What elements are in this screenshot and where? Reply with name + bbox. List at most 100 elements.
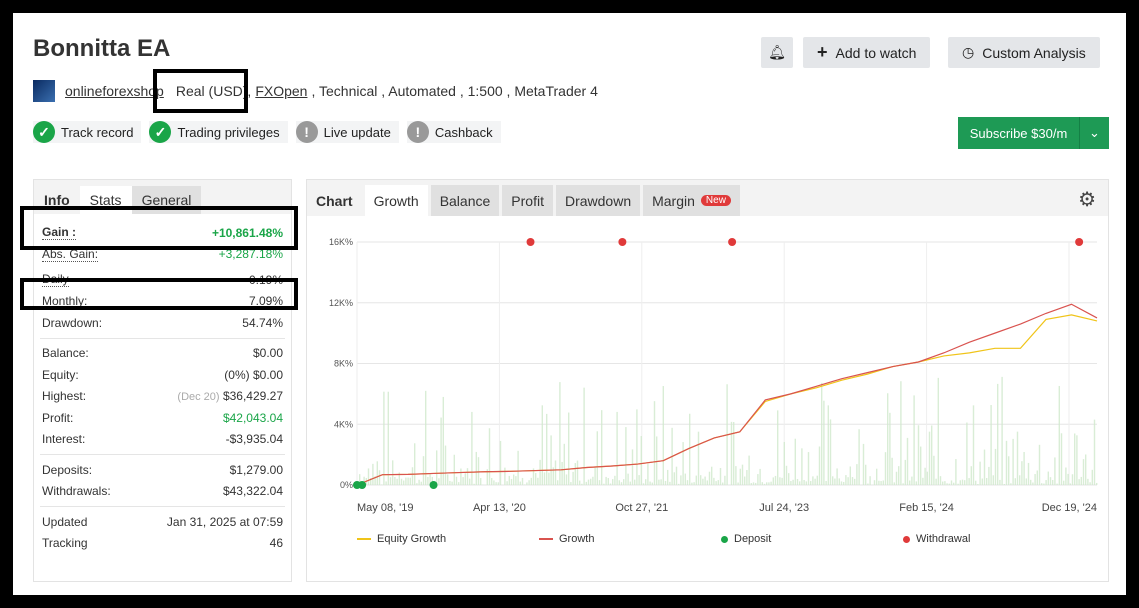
volume-bar [1078, 479, 1080, 485]
volume-bar [541, 405, 543, 485]
volume-bar [634, 479, 636, 485]
volume-bar [1038, 444, 1041, 485]
badge-track-record[interactable]: ✓ Track record [33, 121, 142, 143]
custom-analysis-button[interactable]: ◷ Custom Analysis [948, 37, 1100, 68]
volume-bar [385, 481, 387, 485]
volume-bar [614, 475, 616, 485]
volume-bar [1019, 475, 1021, 485]
add-to-watch-button[interactable]: + Add to watch [803, 37, 931, 68]
stat-label: Drawdown: [42, 315, 103, 330]
stat-value: 46 [269, 536, 283, 551]
volume-bar [1052, 479, 1054, 485]
volume-bar [1005, 440, 1008, 485]
volume-bar [1087, 478, 1089, 485]
volume-bar [645, 479, 647, 485]
growth-chart: 0% 4K% 8K% 12K% 16K% May 08, '19 Apr 13, '20 Oc… [329, 237, 1098, 514]
volume-bar [499, 440, 502, 485]
volume-bar [854, 478, 856, 485]
stat-deposits: Deposits: $1,279.00 [34, 459, 291, 481]
user-link[interactable]: onlineforexshop [65, 83, 164, 99]
volume-bar [656, 436, 658, 485]
volume-bar [497, 482, 499, 485]
withdrawal-marker [1075, 238, 1084, 246]
legend-item[interactable]: Deposit [721, 533, 903, 545]
volume-bar [981, 478, 983, 485]
volume-bar [539, 459, 541, 485]
volume-bar [660, 479, 662, 485]
volume-bar [444, 445, 447, 485]
volume-bar [581, 483, 583, 485]
volume-bar [506, 481, 508, 485]
volume-bar [477, 457, 480, 485]
highlight-box [153, 69, 248, 113]
volume-bar [792, 479, 794, 485]
stat-label: Updated [42, 514, 88, 529]
volume-bar [737, 482, 739, 485]
volume-bar [546, 413, 548, 485]
subscribe-button[interactable]: Subscribe $30/m ⌄ [958, 117, 1109, 149]
volume-bar [1047, 471, 1049, 485]
volume-bar [607, 478, 609, 485]
tab-margin[interactable]: Margin New [643, 185, 740, 216]
tab-drawdown[interactable]: Drawdown [555, 185, 641, 216]
tab-info[interactable]: Info [44, 192, 70, 208]
stat-updated: Updated Jan 31, 2025 at 07:59 [34, 511, 291, 533]
page: Bonnitta EA 🔔︎ + Add to watch ◷ Custom Ana… [13, 13, 1126, 595]
volume-bar [1069, 483, 1071, 485]
stat-label[interactable]: Gain : [42, 225, 77, 241]
volume-bar [376, 461, 378, 485]
legend-item[interactable]: Equity Growth [357, 533, 539, 545]
volume-bar [517, 450, 519, 485]
volume-bar [873, 480, 876, 485]
volume-bar [898, 466, 900, 485]
volume-bar [1043, 483, 1045, 485]
volume-bar [519, 481, 521, 485]
divider [40, 337, 285, 339]
volume-bar [893, 482, 895, 485]
alert-button[interactable]: 🔔︎ [761, 37, 793, 68]
volume-bar [878, 480, 880, 485]
volume-bar [695, 475, 697, 485]
volume-bar [513, 474, 515, 485]
volume-bar [528, 480, 530, 485]
tab-profit[interactable]: Profit [502, 185, 553, 216]
volume-bar [473, 483, 475, 485]
volume-bar [1036, 470, 1038, 485]
volume-bar [992, 475, 994, 485]
volume-bar [420, 481, 422, 485]
badge-label: Live update [323, 124, 391, 140]
badge-cashback[interactable]: ! Cashback [406, 121, 501, 143]
legend-item[interactable]: Withdrawal [903, 533, 1085, 545]
volume-bar [950, 480, 953, 485]
volume-bar [988, 466, 990, 485]
volume-bar [755, 482, 757, 485]
stat-label[interactable]: Abs. Gain: [42, 246, 99, 262]
volume-bar [1089, 482, 1091, 485]
volume-bar [673, 472, 675, 485]
tab-growth[interactable]: Growth [364, 185, 428, 216]
volume-bar [825, 481, 827, 485]
badge-trading-privileges[interactable]: ✓ Trading privileges [149, 121, 288, 143]
sliders-icon[interactable]: ⚙︎ [1078, 189, 1096, 211]
volume-bar [669, 481, 671, 485]
legend-swatch [539, 538, 553, 540]
badge-label: Track record [61, 124, 134, 140]
chevron-down-icon[interactable]: ⌄ [1079, 117, 1109, 149]
stat-value: +10,861.48% [211, 225, 283, 240]
volume-bar [766, 482, 768, 485]
tab-balance[interactable]: Balance [430, 185, 500, 216]
new-badge: New [700, 195, 731, 206]
volume-bar [931, 425, 933, 485]
volume-bar [917, 425, 920, 485]
volume-bar [1067, 473, 1069, 485]
volume-bar [990, 405, 992, 485]
legend-label: Equity Growth [377, 533, 447, 545]
legend-item[interactable]: Growth [539, 533, 721, 545]
volume-bar [563, 443, 565, 485]
volume-bar [554, 460, 557, 485]
volume-bar [642, 483, 645, 485]
volume-bar [548, 472, 550, 485]
volume-bar [785, 465, 788, 485]
badge-live-update[interactable]: ! Live update [295, 121, 399, 143]
broker-link[interactable]: FXOpen [255, 83, 308, 99]
